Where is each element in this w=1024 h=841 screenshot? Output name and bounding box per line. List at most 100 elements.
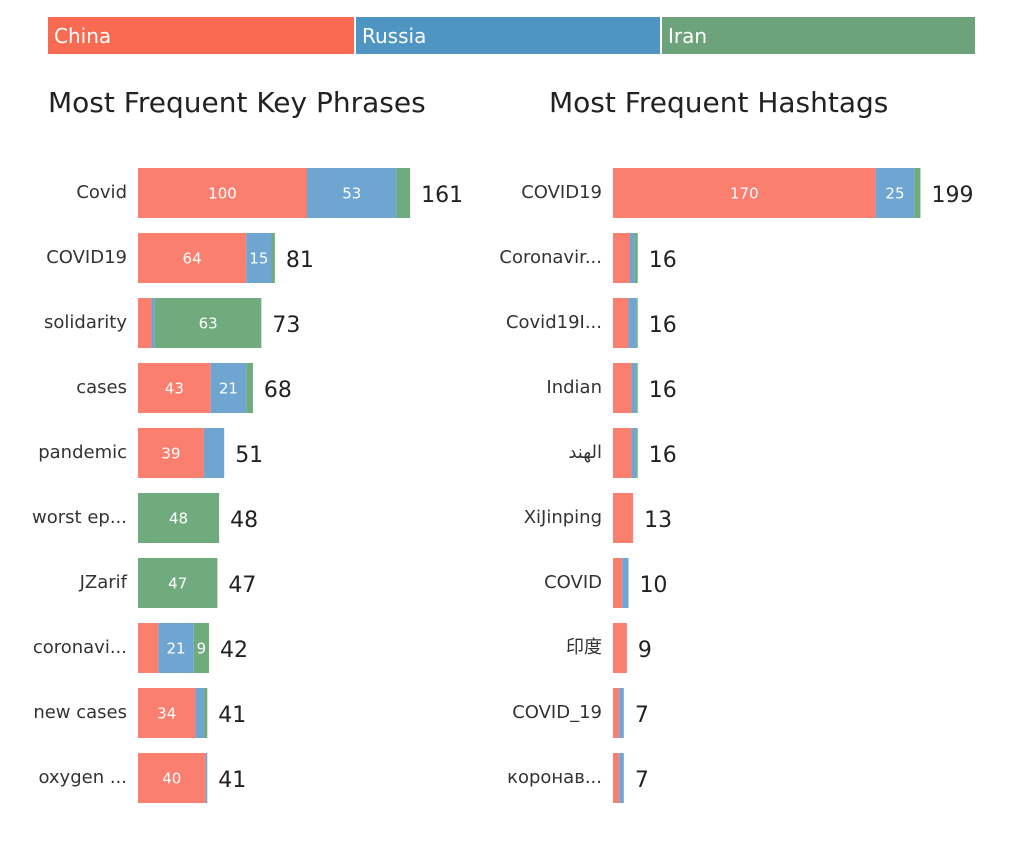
phrase-bar-iran [154,298,262,348]
phrase-bar-russia [151,298,155,348]
phrase-bar-iran [138,493,220,543]
phrase-bar-china [138,688,196,738]
phrase-segment-label: 63 [199,315,218,333]
phrase-category-label: coronavi... [33,637,127,658]
hashtag-bar-russia [631,363,637,413]
phrase-chart: Covid 100 53 161 COVID19 64 15 81 solidarity 63 73… [32,168,463,803]
hashtag-bar-china [613,558,623,608]
hashtag-bar-iran [636,363,638,413]
hashtag-total-label: 16 [649,248,677,273]
phrase-total-label: 48 [230,508,258,533]
legend-russia-label: Russia [362,23,427,48]
hashtag-total-label: 16 [649,313,677,338]
hashtag-bar-china [613,623,627,673]
phrase-segment-label: 34 [157,705,176,723]
phrase-segment-label: 21 [219,380,238,398]
hashtag-bar-russia [629,233,635,283]
phrase-segment-label: 100 [208,185,237,203]
hashtag-category-label: XiJinping [524,507,602,528]
hashtag-bar-russia [619,688,624,738]
hashtag-bar-china [613,233,630,283]
hashtag-bar-china [613,168,876,218]
phrase-segment-label: 39 [161,445,180,463]
hashtag-segment-label: 170 [730,185,759,203]
hashtag-total-label: 7 [635,703,649,728]
hashtag-total-label: 16 [649,443,677,468]
phrase-bar-iran [246,363,253,413]
hashtag-category-label: Indian [546,377,602,398]
hashtag-total-label: 10 [639,573,667,598]
phrase-bar-russia [246,233,272,283]
hashtag-total-label: 16 [649,378,677,403]
hashtag-bar-russia [875,168,915,218]
hashtag-category-label: Coronavir... [499,247,602,268]
phrase-bar-russia [203,428,225,478]
phrase-total-label: 73 [272,313,300,338]
hashtag-total-label: 13 [644,508,672,533]
phrase-bar-iran [271,233,275,283]
phrase-total-label: 47 [228,573,256,598]
phrase-bar-iran [138,558,218,608]
phrase-segment-label: 53 [342,185,361,203]
key-phrases-title: Most Frequent Key Phrases [48,86,426,119]
legend-iran: Iran [660,17,975,54]
phrase-category-label: oxygen ... [38,767,127,788]
hashtag-category-label: 印度 [566,637,602,658]
phrase-category-label: JZarif [79,572,128,593]
hashtag-bar-china [613,298,629,348]
hashtag-category-label: COVID_19 [512,702,602,723]
phrase-bar-iran [203,688,208,738]
legend-russia: Russia [354,17,660,54]
phrase-bar-iran [396,168,411,218]
phrase-segment-label: 48 [169,510,188,528]
phrase-bar-russia [158,623,194,673]
phrase-category-label: cases [76,377,127,398]
phrase-category-label: Covid [76,182,127,203]
phrase-segment-label: 21 [166,640,185,658]
hashtag-bar-iran [636,298,638,348]
phrase-total-label: 51 [235,443,263,468]
hashtag-total-label: 7 [635,768,649,793]
hashtag-chart: COVID19 170 25 199 Coronavir... 16 Covid19I...… [499,168,973,803]
hashtag-bar-china [613,688,620,738]
hashtag-bar-russia [628,298,637,348]
hashtag-bar-iran [634,233,638,283]
phrase-category-label: solidarity [44,312,127,333]
phrase-segment-label: 9 [197,640,207,658]
phrase-segment-label: 64 [183,250,202,268]
phrase-total-label: 68 [264,378,292,403]
phrase-category-label: pandemic [38,442,127,463]
hashtag-bar-china [613,363,632,413]
hashtag-bar-russia [622,558,629,608]
hashtag-bar-russia [631,428,637,478]
phrase-bar-china [138,233,247,283]
phrase-bar-china [138,363,211,413]
phrase-segment-label: 40 [162,770,181,788]
hashtags-title: Most Frequent Hashtags [549,86,889,119]
phrase-bar-china [138,298,152,348]
hashtag-bar-russia [619,753,624,803]
phrase-bar-russia [195,688,204,738]
legend-china-label: China [54,23,112,48]
phrase-total-label: 81 [286,248,314,273]
hashtag-bar-china [613,493,634,543]
hashtag-category-label: COVID19 [521,182,602,203]
phrase-bar-russia [205,753,208,803]
legend-china: China [48,17,354,54]
phrase-total-label: 41 [218,768,246,793]
hashtag-bar-iran [914,168,921,218]
hashtag-category-label: коронав... [507,767,602,788]
phrase-bar-china [138,753,206,803]
phrase-bar-russia [210,363,247,413]
hashtag-total-label: 199 [931,183,973,208]
phrase-segment-label: 43 [165,380,184,398]
phrase-total-label: 161 [421,183,463,208]
hashtag-segment-label: 25 [885,185,904,203]
hashtag-bar-china [613,428,632,478]
phrase-bar-china [138,623,159,673]
phrase-total-label: 42 [220,638,248,663]
phrase-bar-iran [193,623,209,673]
phrase-bar-russia [307,168,397,218]
phrase-bar-china [138,168,307,218]
